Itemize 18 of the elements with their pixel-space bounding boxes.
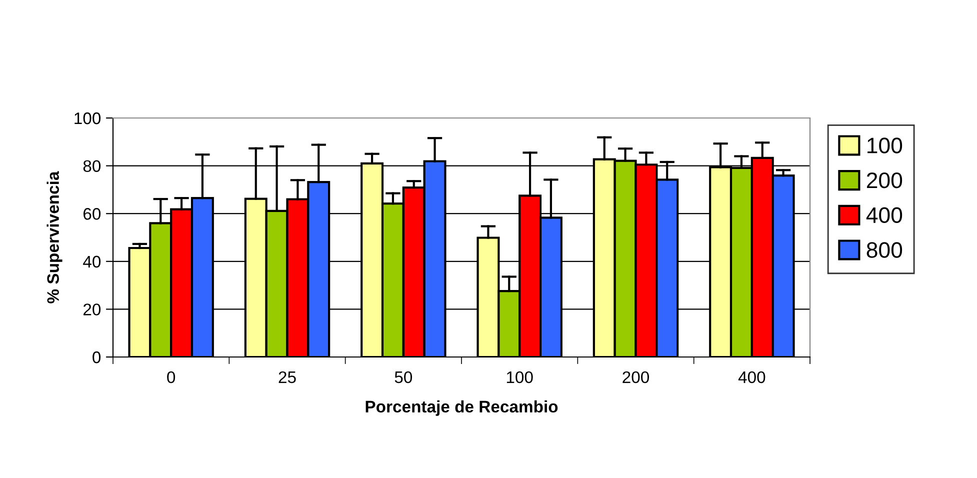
x-tick-label: 400 — [738, 371, 766, 384]
y-tick-label: 80 — [83, 160, 101, 172]
x-tick-label: 0 — [167, 371, 176, 384]
x-tick-label: 25 — [278, 371, 296, 384]
legend-label: 400 — [866, 207, 902, 224]
x-tick-label: 200 — [622, 371, 650, 384]
y-axis-title: % Supervivencia — [46, 171, 62, 304]
y-tick-label: 0 — [92, 351, 101, 364]
y-tick-label: 40 — [83, 256, 101, 268]
x-tick-label: 100 — [506, 371, 533, 384]
y-tick-label: 60 — [84, 208, 101, 220]
legend-label: 800 — [866, 242, 902, 258]
y-tick-label: 20 — [83, 304, 101, 316]
legend-label: 200 — [866, 172, 902, 188]
y-tick-label: 100 — [74, 112, 101, 124]
x-tick-label: 50 — [394, 371, 412, 384]
legend-label: 100 — [868, 138, 902, 154]
x-axis-title: Porcentaje de Recambio — [366, 400, 558, 416]
